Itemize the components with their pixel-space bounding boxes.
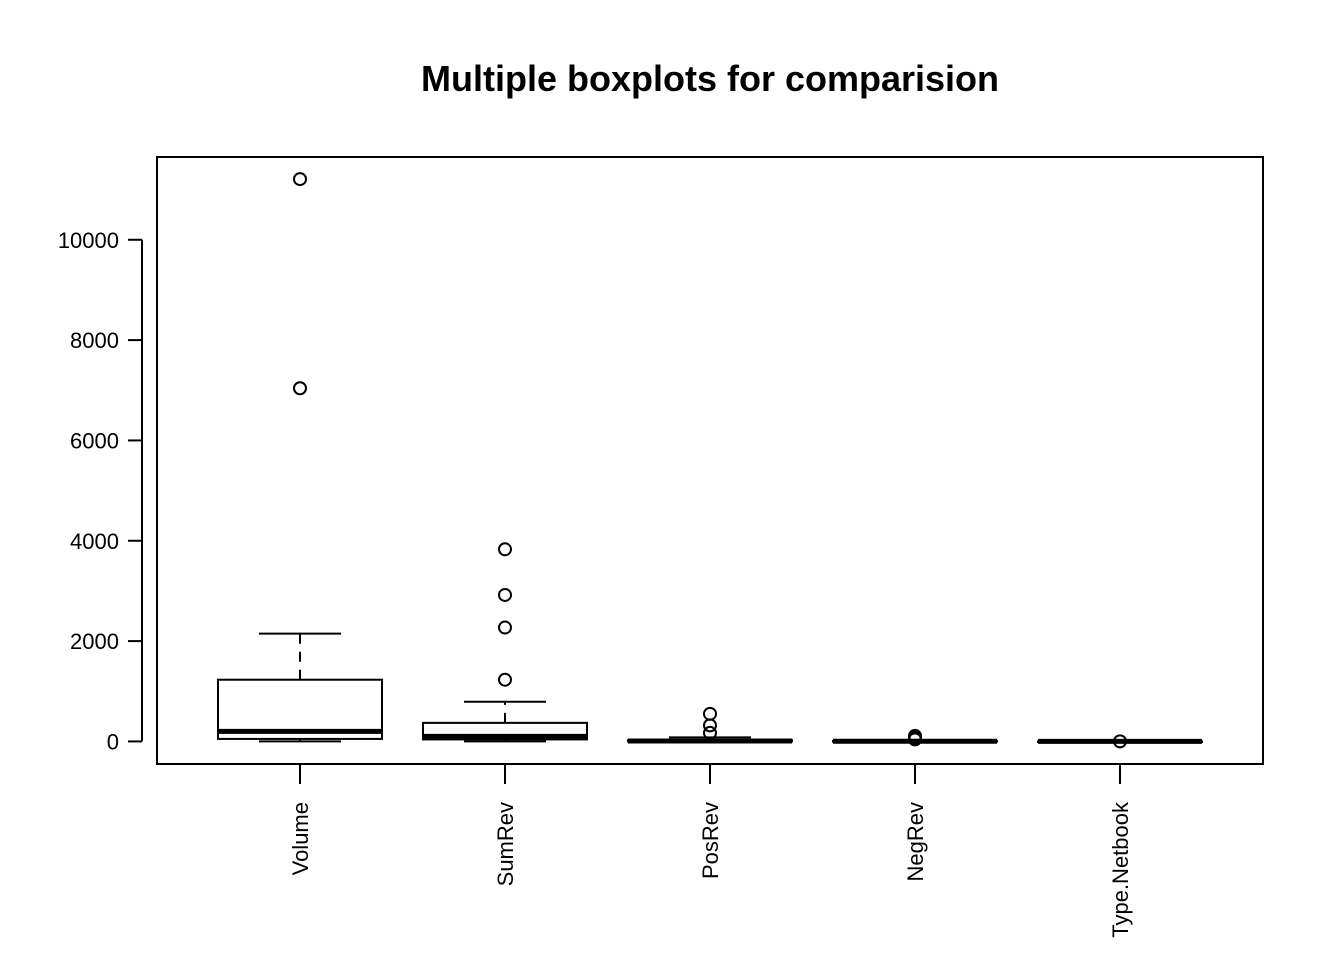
- outlier-point: [908, 728, 922, 743]
- outlier-point: [498, 587, 512, 602]
- y-axis: 0 2000 4000 6000 8000 10000: [58, 228, 143, 754]
- outlier-point: [498, 620, 512, 635]
- outlier-point: [703, 725, 717, 740]
- box-type-netbook: [1037, 734, 1203, 749]
- y-tick-label: 10000: [58, 228, 119, 253]
- outlier-point: [293, 172, 307, 187]
- outlier-point: [498, 542, 512, 557]
- box-posrev: [627, 706, 793, 744]
- box-sumrev: [422, 542, 588, 743]
- x-tick-label: Volume: [288, 802, 313, 875]
- outlier-point: [1113, 734, 1127, 749]
- plot-frame: [156, 156, 1264, 765]
- x-tick-label: SumRev: [493, 802, 518, 886]
- x-tick-label: NegRev: [903, 802, 928, 881]
- box-negrev: [832, 728, 998, 747]
- y-tick-label: 8000: [70, 328, 119, 353]
- x-axis: Volume SumRev PosRev NegRev Type.Netbook: [288, 763, 1133, 938]
- x-tick-label: Type.Netbook: [1108, 801, 1133, 938]
- y-tick-label: 4000: [70, 529, 119, 554]
- x-tick-label: PosRev: [698, 802, 723, 879]
- outlier-point: [703, 706, 717, 721]
- y-tick-label: 6000: [70, 428, 119, 453]
- y-tick-label: 2000: [70, 629, 119, 654]
- y-tick-label: 0: [107, 729, 119, 754]
- chart-title: Multiple boxplots for comparision: [420, 58, 1000, 99]
- outlier-point: [293, 381, 307, 396]
- box-volume: [217, 172, 383, 743]
- outlier-point: [703, 718, 717, 733]
- boxes-layer: [217, 172, 1203, 749]
- outlier-point: [498, 672, 512, 687]
